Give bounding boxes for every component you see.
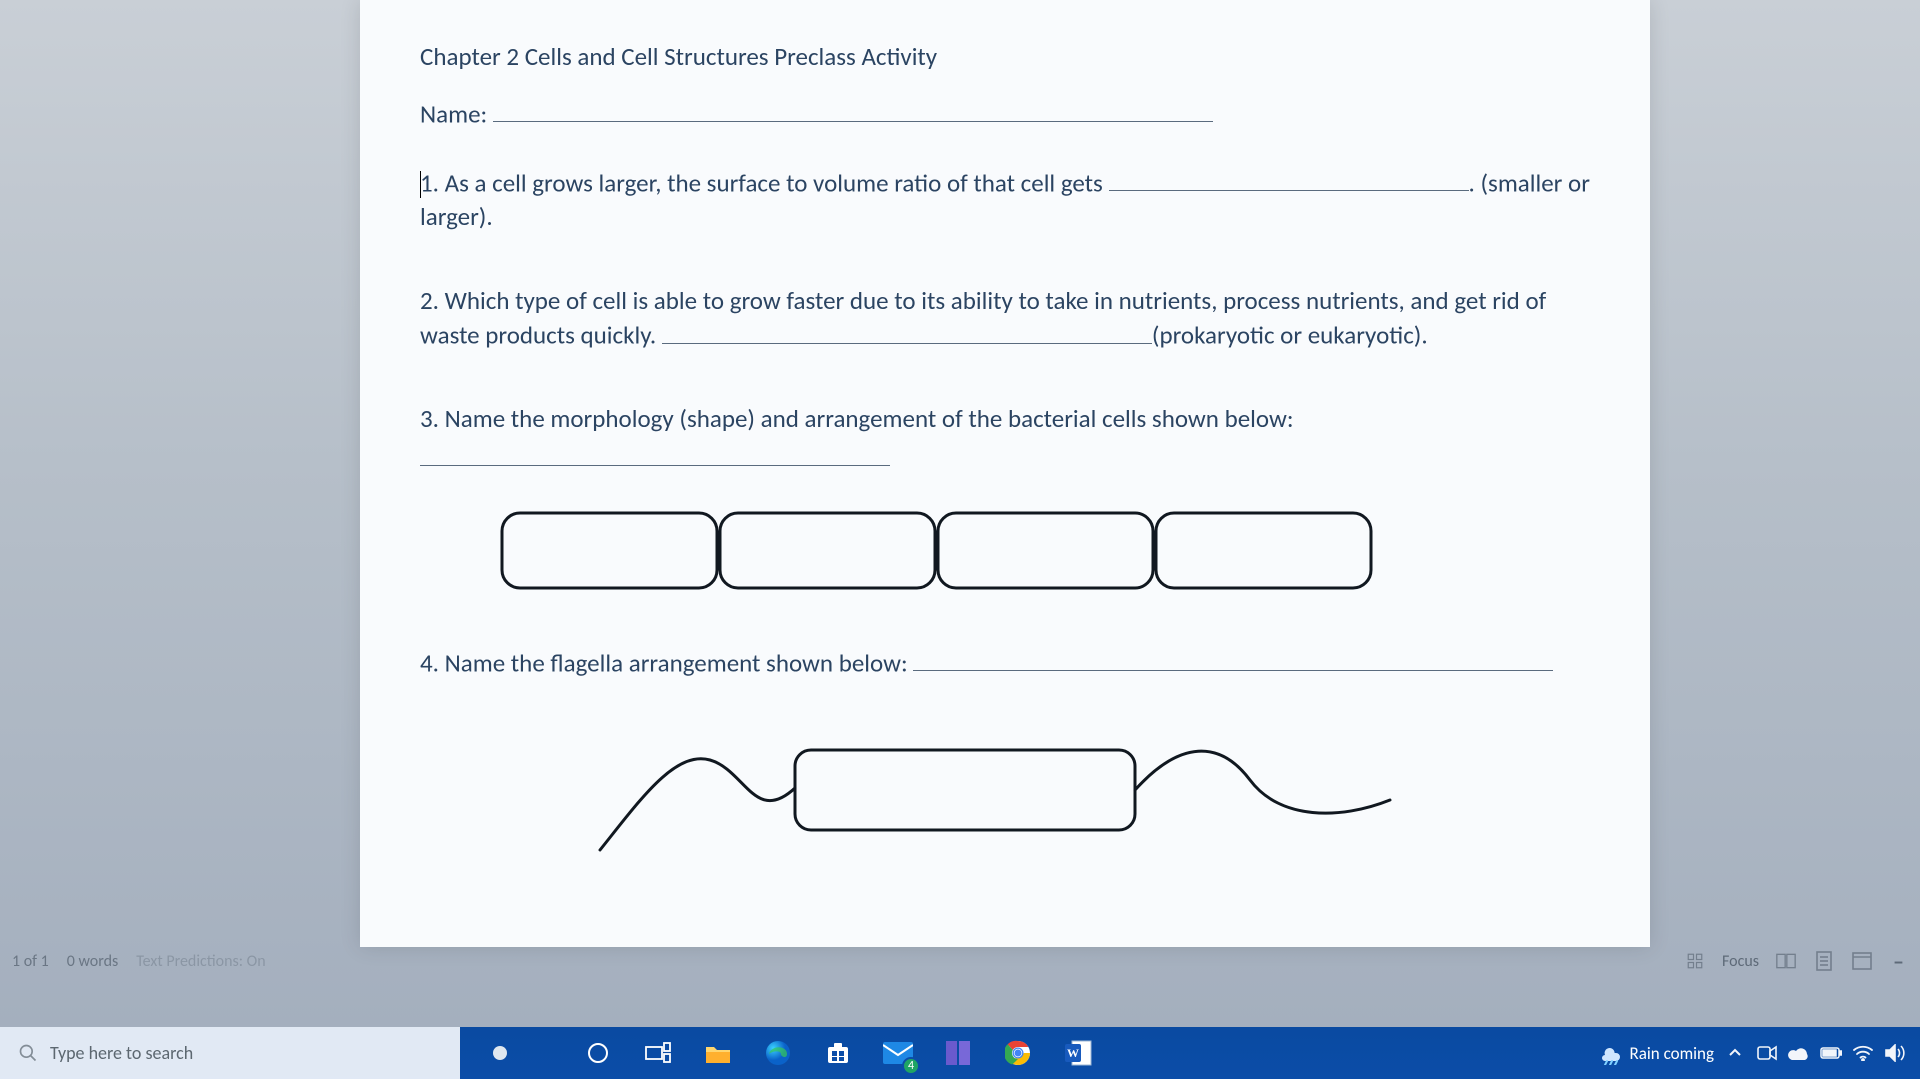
status-words[interactable]: 0 words — [67, 952, 118, 971]
svg-text:W: W — [1067, 1046, 1079, 1060]
q2-text-b: (prokaryotic or eukaryotic). — [1152, 320, 1428, 351]
status-page[interactable]: 1 of 1 — [12, 952, 49, 971]
weather-icon — [1598, 1041, 1622, 1065]
search-highlight-icon[interactable] — [460, 1027, 540, 1079]
volume-icon[interactable] — [1884, 1042, 1906, 1064]
q4-text: 4. Name the flagella arrangement shown b… — [420, 647, 913, 678]
status-text-predictions[interactable]: Text Predictions: On — [136, 952, 265, 971]
view-read-icon[interactable] — [1775, 950, 1797, 972]
doc-title: Chapter 2 Cells and Cell Structures Prec… — [420, 40, 1590, 74]
taskbar-pinned-apps: 4 W — [570, 1027, 1106, 1079]
q4-blank — [913, 645, 1553, 671]
question-1: 1. As a cell grows larger, the surface t… — [420, 165, 1590, 234]
word-canvas-background: Chapter 2 Cells and Cell Structures Prec… — [0, 0, 1920, 1027]
app-tile-button[interactable] — [930, 1027, 986, 1079]
edge-button[interactable] — [750, 1027, 806, 1079]
chrome-button[interactable] — [990, 1027, 1046, 1079]
onedrive-icon[interactable] — [1788, 1042, 1810, 1064]
focus-icon[interactable] — [1684, 950, 1706, 972]
file-explorer-button[interactable] — [690, 1027, 746, 1079]
flagella-diagram — [580, 710, 1590, 869]
view-print-icon[interactable] — [1813, 950, 1835, 972]
q1-text-a: 1. As a cell grows larger, the surface t… — [420, 167, 1109, 198]
word-button[interactable]: W — [1050, 1027, 1106, 1079]
zoom-out-button[interactable]: – — [1893, 948, 1904, 975]
tray-chevron-up-icon[interactable] — [1724, 1042, 1746, 1064]
windows-taskbar: Type here to search 4 — [0, 1027, 1920, 1079]
q1-text-c: larger). — [420, 201, 493, 232]
question-3: 3. Name the morphology (shape) and arran… — [420, 402, 1590, 595]
name-line: Name: — [420, 96, 1590, 131]
battery-icon[interactable] — [1820, 1042, 1842, 1064]
weather-text: Rain coming — [1630, 1043, 1714, 1064]
wifi-icon[interactable] — [1852, 1042, 1874, 1064]
question-2: 2. Which type of cell is able to grow fa… — [420, 284, 1590, 353]
bacteria-chain-diagram — [500, 505, 1590, 595]
name-label: Name: — [420, 98, 487, 129]
search-placeholder: Type here to search — [50, 1042, 193, 1064]
question-4: 4. Name the flagella arrangement shown b… — [420, 645, 1590, 869]
task-view-button[interactable] — [630, 1027, 686, 1079]
cortana-button[interactable] — [570, 1027, 626, 1079]
taskbar-search[interactable]: Type here to search — [0, 1027, 460, 1079]
name-blank — [493, 96, 1213, 122]
view-web-icon[interactable] — [1851, 950, 1873, 972]
taskbar-tray: Rain coming — [1598, 1027, 1920, 1079]
q1-text-b: . (smaller or — [1469, 167, 1590, 198]
mail-badge: 4 — [902, 1057, 920, 1075]
q3-blank — [420, 440, 890, 466]
word-status-bar: 1 of 1 0 words Text Predictions: On Focu… — [0, 947, 1920, 975]
q1-blank — [1109, 165, 1469, 191]
meet-now-icon[interactable] — [1756, 1042, 1778, 1064]
mail-button[interactable]: 4 — [870, 1027, 926, 1079]
weather-widget[interactable]: Rain coming — [1598, 1041, 1714, 1065]
ms-store-button[interactable] — [810, 1027, 866, 1079]
q2-blank — [662, 317, 1152, 343]
search-icon — [18, 1043, 38, 1063]
q3-text: 3. Name the morphology (shape) and arran… — [420, 402, 1590, 436]
document-page: Chapter 2 Cells and Cell Structures Prec… — [360, 0, 1650, 947]
status-focus[interactable]: Focus — [1722, 952, 1759, 971]
